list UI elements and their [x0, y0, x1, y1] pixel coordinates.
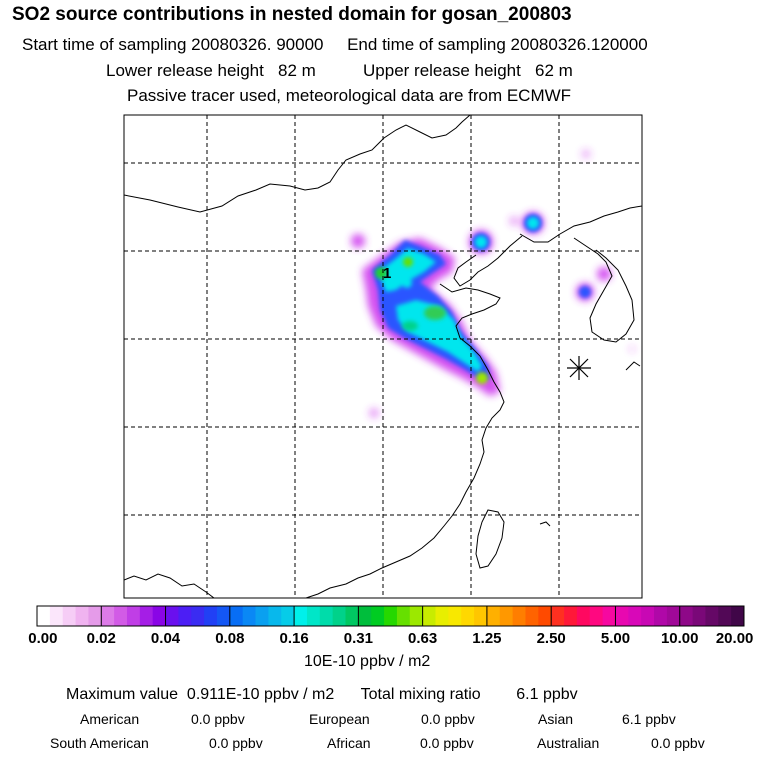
colorbar-cell [216, 606, 231, 626]
figure-title: SO2 source contributions in nested domai… [12, 4, 572, 25]
colorbar-cell [281, 606, 295, 626]
receptor-star-icon [567, 356, 591, 380]
region-name-african: African [327, 735, 371, 751]
sampling-time-line: Start time of sampling 20080326. 90000 E… [22, 35, 648, 54]
tracer-info-line: Passive tracer used, meteorological data… [127, 86, 572, 105]
colorbar-cell [551, 606, 565, 626]
colorbar-cell [718, 606, 732, 626]
colorbar-cell [268, 606, 282, 626]
colorbar-cell [435, 606, 449, 626]
release-height-line: Lower release height 82 m Upper release … [106, 61, 573, 80]
colorbar-tick-label: 0.00 [28, 630, 58, 647]
colorbar-cell [538, 606, 552, 626]
colorbar-cell [499, 606, 514, 626]
colorbar-tick-label: 0.08 [215, 630, 245, 647]
region-value-european: 0.0 ppbv [421, 711, 475, 727]
colorbar-cell [384, 606, 398, 626]
colorbar-cell [641, 606, 655, 626]
colorbar-cell [564, 606, 578, 626]
colorbar-tick-label: 10.00 [660, 630, 699, 647]
colorbar-tick-label: 5.00 [600, 630, 631, 647]
colorbar-tick-label: 0.16 [279, 630, 309, 647]
plume-green [375, 257, 488, 384]
colorbar-cell [576, 606, 591, 626]
colorbar-cell [88, 606, 102, 626]
colorbar-tick-label: 2.50 [536, 630, 566, 647]
region-name-south-american: South American [50, 735, 149, 751]
colorbar-cell [358, 606, 372, 626]
colorbar-tick-label: 20.00 [715, 630, 754, 647]
colorbar-cell [165, 606, 179, 626]
region-value-south-american: 0.0 ppbv [209, 735, 263, 751]
colorbar-tick-label: 0.02 [86, 630, 116, 647]
colorbar-cell [126, 606, 141, 626]
colorbar-cell [705, 606, 719, 626]
coastlines [124, 115, 642, 598]
colorbar-cell [345, 606, 359, 626]
colorbar-cell [486, 606, 501, 626]
colorbar-cell [666, 606, 681, 626]
colorbar-cell [75, 606, 89, 626]
colorbar-cell [306, 606, 321, 626]
colorbar-cell [319, 606, 334, 626]
colorbar-cell [474, 606, 488, 626]
colorbar-cell [101, 606, 115, 626]
colorbar-cell [615, 606, 629, 626]
colorbar-cell [114, 606, 128, 626]
colorbar-tick-label: 0.04 [150, 630, 181, 647]
colorbar-cell [679, 606, 693, 626]
colorbar-tick-label: 1.25 [472, 630, 502, 647]
region-name-american: American [80, 711, 140, 727]
colorbar-cell [628, 606, 642, 626]
colorbar-units: 10E-10 ppbv / m2 [304, 653, 431, 670]
colorbar-cell [409, 606, 424, 626]
colorbar-cell [139, 606, 154, 626]
colorbar-cell [37, 606, 51, 626]
colorbar-cell [731, 606, 745, 626]
region-name-australian: Australian [537, 735, 600, 751]
colorbar-cell [512, 606, 526, 626]
colorbar-cell [602, 606, 616, 626]
lat-lon-grid [124, 115, 642, 598]
region-value-african: 0.0 ppbv [420, 735, 474, 751]
colorbar-cell [589, 606, 603, 626]
map-frame [123, 114, 643, 599]
colorbar-cell [692, 606, 706, 626]
region-name-asian: Asian [538, 711, 574, 727]
colorbar-cell [396, 606, 411, 626]
colorbar-cell [255, 606, 269, 626]
colorbar-cell [242, 606, 256, 626]
colorbar-cell [229, 606, 244, 626]
colorbar-frame [36, 605, 745, 627]
colorbar-cell [204, 606, 218, 626]
region-value-asian: 6.1 ppbv [622, 711, 676, 727]
colorbar-cell [62, 606, 76, 626]
colorbar-cell [525, 606, 539, 626]
colorbar-cell [178, 606, 192, 626]
region-value-australian: 0.0 ppbv [651, 735, 705, 751]
release-marker-label: 1 [383, 265, 391, 282]
colorbar-tick-label: 0.63 [408, 630, 438, 647]
colorbar-cell [371, 606, 385, 626]
colorbar-cell [152, 606, 166, 626]
colorbar-cell [422, 606, 436, 626]
colorbar-cell [191, 606, 205, 626]
colorbar-cell [332, 606, 346, 626]
colorbar-cell [294, 606, 308, 626]
colorbar-cell [654, 606, 668, 626]
colorbar-tick-label: 0.31 [343, 630, 373, 647]
region-value-american: 0.0 ppbv [191, 711, 245, 727]
colorbar-cell [49, 606, 64, 626]
maximum-value-line: Maximum value 0.911E-10 ppbv / m2 Total … [66, 686, 578, 703]
colorbar-cell [448, 606, 462, 626]
colorbar-cell [461, 606, 475, 626]
region-name-european: European [309, 711, 370, 727]
plume-cyan [378, 217, 539, 372]
